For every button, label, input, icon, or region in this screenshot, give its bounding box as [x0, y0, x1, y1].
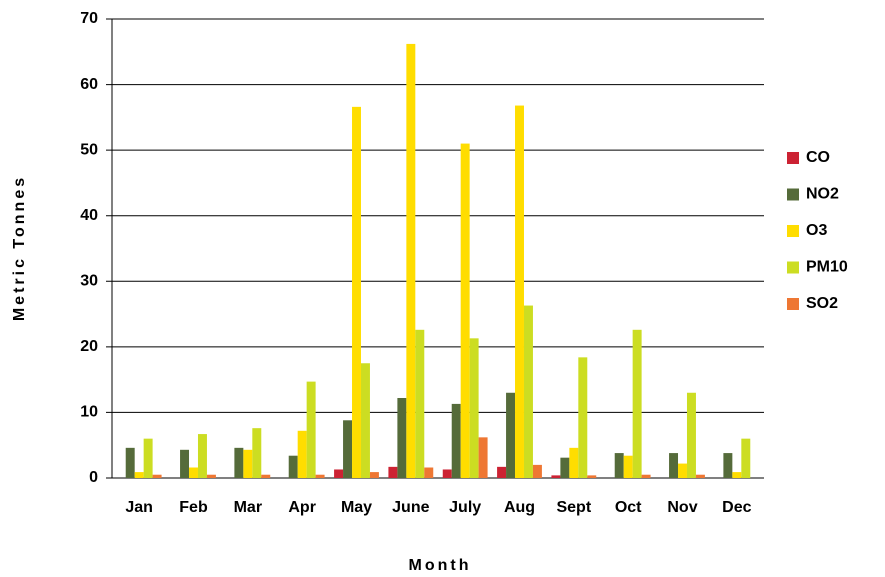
y-tick-label: 10	[80, 404, 98, 421]
bar	[252, 428, 262, 478]
bar	[206, 474, 216, 478]
bar	[197, 434, 207, 478]
bar	[152, 474, 162, 478]
x-tick-label: Dec	[722, 499, 751, 516]
bar	[424, 467, 434, 478]
bar	[695, 474, 705, 478]
x-tick-label: Nov	[667, 499, 697, 516]
bar	[451, 403, 461, 478]
bar	[352, 106, 361, 478]
bar	[515, 105, 524, 478]
legend-swatch	[787, 152, 799, 164]
bar	[243, 449, 253, 478]
x-tick-label: Apr	[288, 499, 316, 516]
legend-label: O3	[806, 222, 827, 239]
x-tick-label: Oct	[615, 499, 642, 516]
y-tick-label: 70	[80, 10, 98, 27]
x-tick-label: Sept	[556, 499, 591, 516]
x-tick-label: Mar	[234, 499, 262, 516]
bar	[686, 392, 696, 478]
legend-swatch	[787, 225, 799, 237]
y-tick-label: 30	[80, 273, 98, 290]
bar	[551, 475, 561, 478]
x-tick-label: June	[392, 499, 429, 516]
bar	[678, 463, 687, 478]
bar	[587, 475, 597, 478]
legend-label: CO	[806, 149, 830, 166]
bar	[306, 381, 316, 478]
bar	[189, 467, 198, 478]
bar	[360, 363, 370, 478]
bar	[234, 447, 244, 478]
bar	[732, 472, 742, 478]
bar	[261, 474, 271, 478]
bar	[560, 457, 570, 478]
bar	[460, 143, 470, 479]
bar	[632, 329, 642, 478]
bar	[180, 449, 190, 478]
y-tick-label: 50	[80, 141, 98, 158]
bar	[623, 455, 633, 478]
bar	[388, 466, 398, 478]
legend-label: PM10	[806, 259, 848, 276]
x-tick-label: Jan	[125, 499, 153, 516]
bar	[469, 338, 479, 478]
x-tick-label: Aug	[504, 499, 535, 516]
y-axis-label: Metric Tonnes	[11, 175, 28, 321]
bar	[297, 430, 307, 478]
bar	[343, 420, 353, 478]
bar	[741, 438, 751, 478]
legend-swatch	[787, 261, 799, 274]
bar	[406, 43, 416, 478]
bar	[497, 466, 507, 478]
legend-label: NO2	[806, 186, 839, 203]
bar	[288, 455, 298, 478]
bar	[532, 464, 542, 478]
bar	[506, 392, 516, 478]
y-tick-label: 20	[80, 338, 98, 355]
x-axis-label: Month	[409, 557, 472, 574]
x-tick-label: Feb	[179, 499, 208, 516]
y-tick-label: 40	[80, 207, 98, 224]
bar	[523, 305, 533, 478]
bar	[143, 438, 153, 478]
bar	[134, 472, 144, 478]
x-tick-label: May	[341, 499, 372, 516]
bar	[641, 474, 651, 478]
legend-label: SO2	[806, 295, 838, 312]
bar	[578, 357, 588, 478]
bar	[669, 453, 679, 478]
bar	[397, 398, 407, 478]
bar	[723, 453, 733, 478]
legend-swatch	[787, 298, 799, 310]
y-tick-label: 0	[89, 469, 98, 486]
bar	[569, 447, 579, 478]
bar	[415, 329, 425, 478]
bar	[334, 469, 344, 478]
bar	[369, 472, 379, 478]
legend-swatch	[787, 188, 799, 201]
y-tick-label: 60	[80, 76, 98, 93]
bar	[125, 447, 135, 478]
bar	[478, 437, 488, 478]
bar	[315, 474, 325, 478]
bar	[442, 469, 452, 478]
x-tick-label: July	[449, 499, 481, 516]
bar	[614, 453, 624, 478]
